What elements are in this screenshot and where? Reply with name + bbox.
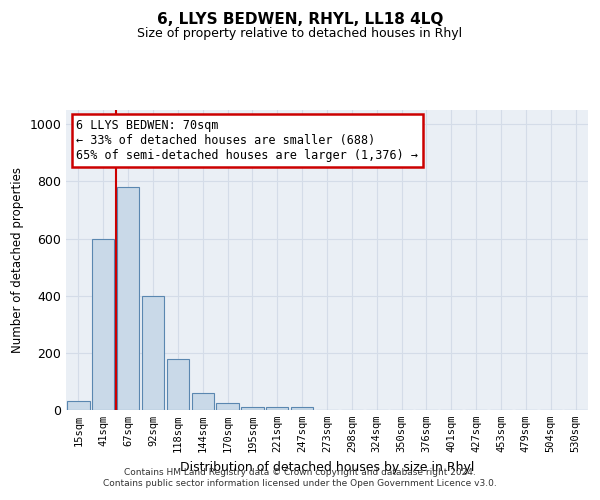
Bar (117, 187, 139, 410)
Bar (167, 358, 189, 410)
Bar (241, 407, 263, 410)
Y-axis label: Number of detached properties: Number of detached properties (11, 167, 24, 353)
Text: Contains HM Land Registry data © Crown copyright and database right 2024.
Contai: Contains HM Land Registry data © Crown c… (103, 468, 497, 487)
Bar (142, 296, 164, 410)
Text: 6, LLYS BEDWEN, RHYL, LL18 4LQ: 6, LLYS BEDWEN, RHYL, LL18 4LQ (157, 12, 443, 28)
Text: Size of property relative to detached houses in Rhyl: Size of property relative to detached ho… (137, 28, 463, 40)
Bar (92, 238, 115, 410)
Bar (217, 403, 239, 410)
X-axis label: Distribution of detached houses by size in Rhyl: Distribution of detached houses by size … (180, 460, 474, 473)
Text: 6 LLYS BEDWEN: 70sqm
← 33% of detached houses are smaller (688)
65% of semi-deta: 6 LLYS BEDWEN: 70sqm ← 33% of detached h… (76, 119, 418, 162)
Bar (266, 407, 289, 410)
Bar (67, 402, 89, 410)
Bar (291, 407, 313, 410)
Bar (191, 393, 214, 410)
